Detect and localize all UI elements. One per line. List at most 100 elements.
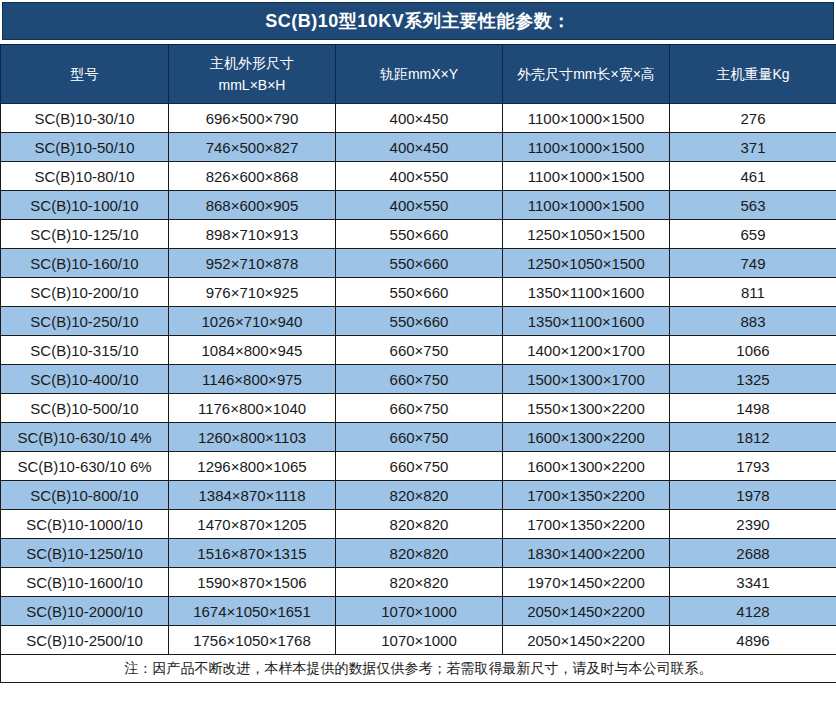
table-cell-main-unit-weight: 1812 [670, 423, 836, 452]
table-cell-track-gauge: 660×750 [336, 365, 503, 394]
table-cell-main-unit-weight: 276 [670, 104, 836, 133]
column-header-main-unit-dimensions: 主机外形尺寸mmL×B×H [169, 45, 336, 104]
table-cell-shell-dimensions: 1100×1000×1500 [503, 104, 670, 133]
table-cell-shell-dimensions: 1700×1350×2200 [503, 481, 670, 510]
table-row: SC(B)10-800/101384×870×1118820×8201700×1… [1, 481, 836, 510]
table-cell-main-unit-dimensions: 1176×800×1040 [169, 394, 336, 423]
table-cell-model: SC(B)10-200/10 [1, 278, 169, 307]
table-cell-track-gauge: 1070×1000 [336, 626, 503, 655]
table-cell-track-gauge: 660×750 [336, 452, 503, 481]
table-row: SC(B)10-1600/101590×870×1506820×8201970×… [1, 568, 836, 597]
table-cell-model: SC(B)10-315/10 [1, 336, 169, 365]
table-row: SC(B)10-100/10868×600×905400×5501100×100… [1, 191, 836, 220]
table-cell-shell-dimensions: 1100×1000×1500 [503, 133, 670, 162]
table-cell-model: SC(B)10-630/10 6% [1, 452, 169, 481]
table-cell-main-unit-dimensions: 1384×870×1118 [169, 481, 336, 510]
table-cell-shell-dimensions: 1250×1050×1500 [503, 249, 670, 278]
table-cell-shell-dimensions: 1350×1100×1600 [503, 307, 670, 336]
table-cell-main-unit-weight: 659 [670, 220, 836, 249]
table-row: SC(B)10-125/10898×710×913550×6601250×105… [1, 220, 836, 249]
table-row: SC(B)10-2500/101756×1050×17681070×100020… [1, 626, 836, 655]
table-cell-main-unit-dimensions: 696×500×790 [169, 104, 336, 133]
table-cell-main-unit-weight: 883 [670, 307, 836, 336]
column-header-main-unit-weight: 主机重量Kg [670, 45, 836, 104]
table-cell-model: SC(B)10-2500/10 [1, 626, 169, 655]
table-cell-main-unit-weight: 2390 [670, 510, 836, 539]
table-cell-main-unit-dimensions: 952×710×878 [169, 249, 336, 278]
table-row: SC(B)10-250/101026×710×940550×6601350×11… [1, 307, 836, 336]
table-cell-track-gauge: 1070×1000 [336, 597, 503, 626]
table-cell-model: SC(B)10-50/10 [1, 133, 169, 162]
table-title: SC(B)10型10KV系列主要性能参数： [2, 2, 834, 40]
table-footer-row: 注：因产品不断改进，本样本提供的数据仅供参考；若需取得最新尺寸，请及时与本公司联… [1, 655, 836, 683]
table-row: SC(B)10-315/101084×800×945660×7501400×12… [1, 336, 836, 365]
table-cell-main-unit-dimensions: 1146×800×975 [169, 365, 336, 394]
table-cell-track-gauge: 550×660 [336, 278, 503, 307]
table-cell-track-gauge: 820×820 [336, 510, 503, 539]
table-cell-track-gauge: 660×750 [336, 336, 503, 365]
table-cell-main-unit-dimensions: 1516×870×1315 [169, 539, 336, 568]
table-cell-track-gauge: 660×750 [336, 394, 503, 423]
table-cell-model: SC(B)10-1600/10 [1, 568, 169, 597]
table-row: SC(B)10-1000/101470×870×1205820×8201700×… [1, 510, 836, 539]
column-header-model: 型号 [1, 45, 169, 104]
table-cell-shell-dimensions: 1970×1450×2200 [503, 568, 670, 597]
table-cell-track-gauge: 820×820 [336, 568, 503, 597]
table-cell-shell-dimensions: 1350×1100×1600 [503, 278, 670, 307]
table-cell-shell-dimensions: 1100×1000×1500 [503, 162, 670, 191]
table-cell-track-gauge: 820×820 [336, 539, 503, 568]
table-cell-main-unit-dimensions: 1026×710×940 [169, 307, 336, 336]
table-cell-model: SC(B)10-2000/10 [1, 597, 169, 626]
column-header-track-gauge: 轨距mmX×Y [336, 45, 503, 104]
table-cell-main-unit-weight: 2688 [670, 539, 836, 568]
table-cell-shell-dimensions: 1700×1350×2200 [503, 510, 670, 539]
table-cell-main-unit-weight: 1066 [670, 336, 836, 365]
table-cell-model: SC(B)10-160/10 [1, 249, 169, 278]
table-row: SC(B)10-630/10 4%1260×800×1103660×750160… [1, 423, 836, 452]
table-cell-model: SC(B)10-125/10 [1, 220, 169, 249]
table-cell-main-unit-dimensions: 826×600×868 [169, 162, 336, 191]
column-header-shell-dimensions: 外壳尺寸mm长×宽×高 [503, 45, 670, 104]
table-row: SC(B)10-400/101146×800×975660×7501500×13… [1, 365, 836, 394]
table-cell-model: SC(B)10-250/10 [1, 307, 169, 336]
table-cell-main-unit-weight: 1978 [670, 481, 836, 510]
table-cell-main-unit-weight: 4896 [670, 626, 836, 655]
table-row: SC(B)10-1250/101516×870×1315820×8201830×… [1, 539, 836, 568]
table-row: SC(B)10-2000/101674×1050×16511070×100020… [1, 597, 836, 626]
table-cell-main-unit-weight: 461 [670, 162, 836, 191]
table-cell-main-unit-weight: 1325 [670, 365, 836, 394]
table-cell-main-unit-weight: 563 [670, 191, 836, 220]
table-cell-main-unit-dimensions: 868×600×905 [169, 191, 336, 220]
table-cell-model: SC(B)10-400/10 [1, 365, 169, 394]
table-row: SC(B)10-80/10826×600×868400×5501100×1000… [1, 162, 836, 191]
table-cell-shell-dimensions: 1500×1300×1700 [503, 365, 670, 394]
table-cell-main-unit-dimensions: 1296×800×1065 [169, 452, 336, 481]
table-cell-model: SC(B)10-800/10 [1, 481, 169, 510]
table-row: SC(B)10-200/10976×710×925550×6601350×110… [1, 278, 836, 307]
table-cell-main-unit-dimensions: 1590×870×1506 [169, 568, 336, 597]
table-cell-main-unit-weight: 1793 [670, 452, 836, 481]
table-header-row: 型号主机外形尺寸mmL×B×H轨距mmX×Y外壳尺寸mm长×宽×高主机重量Kg [1, 45, 836, 104]
table-cell-track-gauge: 550×660 [336, 307, 503, 336]
table-cell-main-unit-dimensions: 1084×800×945 [169, 336, 336, 365]
footnote: 注：因产品不断改进，本样本提供的数据仅供参考；若需取得最新尺寸，请及时与本公司联… [1, 655, 836, 683]
table-cell-main-unit-weight: 4128 [670, 597, 836, 626]
table-cell-shell-dimensions: 2050×1450×2200 [503, 597, 670, 626]
table-cell-main-unit-dimensions: 1674×1050×1651 [169, 597, 336, 626]
table-cell-model: SC(B)10-1250/10 [1, 539, 169, 568]
table-row: SC(B)10-30/10696×500×790400×4501100×1000… [1, 104, 836, 133]
table-cell-model: SC(B)10-100/10 [1, 191, 169, 220]
table-cell-main-unit-dimensions: 1470×870×1205 [169, 510, 336, 539]
table-row: SC(B)10-160/10952×710×878550×6601250×105… [1, 249, 836, 278]
table-cell-shell-dimensions: 1600×1300×2200 [503, 423, 670, 452]
table-body: SC(B)10-30/10696×500×790400×4501100×1000… [1, 104, 836, 655]
table-cell-track-gauge: 400×550 [336, 191, 503, 220]
table-row: SC(B)10-50/10746×500×827400×4501100×1000… [1, 133, 836, 162]
table-cell-main-unit-dimensions: 898×710×913 [169, 220, 336, 249]
table-cell-main-unit-dimensions: 1756×1050×1768 [169, 626, 336, 655]
table-cell-shell-dimensions: 1830×1400×2200 [503, 539, 670, 568]
table-cell-shell-dimensions: 1600×1300×2200 [503, 452, 670, 481]
table-row: SC(B)10-500/101176×800×1040660×7501550×1… [1, 394, 836, 423]
table-cell-track-gauge: 550×660 [336, 249, 503, 278]
table-cell-track-gauge: 400×550 [336, 162, 503, 191]
